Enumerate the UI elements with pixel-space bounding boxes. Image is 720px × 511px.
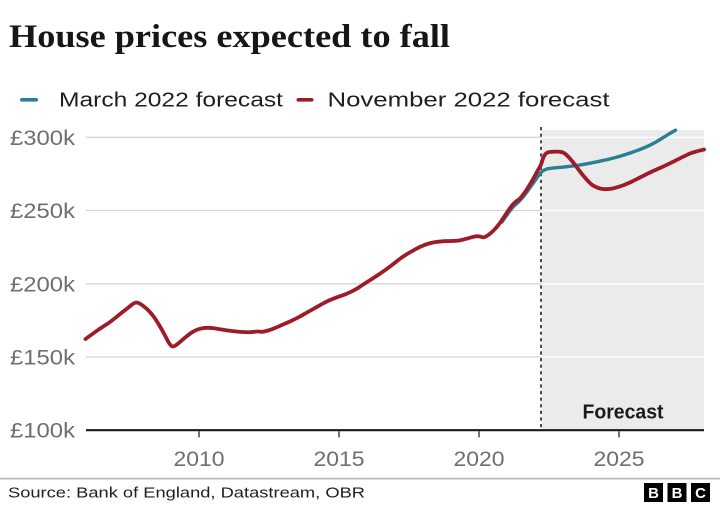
svg-text:£200k: £200k	[10, 273, 76, 296]
svg-text:B: B	[648, 485, 659, 502]
svg-text:2010: 2010	[174, 448, 225, 471]
svg-text:Source: Bank of England, Datas: Source: Bank of England, Datastream, OBR	[8, 484, 365, 501]
svg-text:£300k: £300k	[10, 127, 76, 150]
svg-text:House prices expected to fall: House prices expected to fall	[9, 19, 450, 55]
svg-text:£100k: £100k	[10, 419, 76, 442]
svg-text:November 2022 forecast: November 2022 forecast	[328, 90, 611, 112]
svg-text:2015: 2015	[314, 448, 365, 471]
svg-text:2020: 2020	[454, 448, 505, 471]
svg-text:C: C	[695, 485, 706, 502]
svg-text:£150k: £150k	[10, 347, 76, 370]
svg-text:2025: 2025	[594, 448, 645, 471]
svg-text:March 2022 forecast: March 2022 forecast	[59, 90, 284, 112]
svg-text:Forecast: Forecast	[583, 402, 664, 424]
svg-text:£250k: £250k	[10, 200, 76, 223]
svg-text:B: B	[672, 485, 683, 502]
